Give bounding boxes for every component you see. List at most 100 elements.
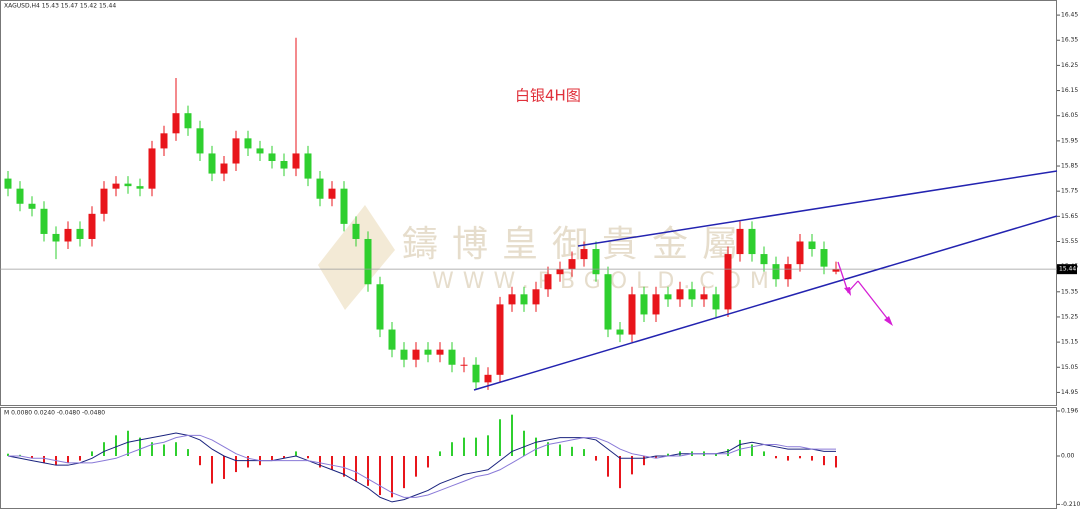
indicator-label: M 0.0080 0.0240 -0.0480 -0.0480 <box>4 410 105 417</box>
histogram-bar <box>739 439 741 456</box>
candle-body <box>436 349 444 355</box>
candle-body <box>52 233 60 242</box>
histogram-bar <box>43 455 45 463</box>
histogram-bar <box>235 455 237 473</box>
candle-body <box>388 329 396 350</box>
candle-body <box>688 289 696 300</box>
candle-body <box>100 188 108 214</box>
histogram-bar <box>751 444 753 456</box>
candle-body <box>412 349 420 360</box>
candle-body <box>460 364 468 366</box>
forecast-arrow <box>857 280 891 323</box>
histogram-bar <box>487 435 489 456</box>
candle-body <box>496 304 504 375</box>
histogram-bar <box>7 453 9 456</box>
candle-body <box>256 148 264 154</box>
histogram-bar <box>667 453 669 456</box>
candle-body <box>328 188 336 199</box>
histogram-bar <box>211 455 213 484</box>
candle-body <box>772 264 780 280</box>
candle-body <box>736 228 744 255</box>
histogram-bar <box>463 437 465 456</box>
y-tick-label: 15.55 <box>1061 238 1078 245</box>
candle-body <box>64 228 72 242</box>
y-tick-label: 16.05 <box>1061 112 1078 119</box>
histogram-bar <box>583 449 585 456</box>
candle-body <box>544 274 552 290</box>
histogram-bar <box>115 435 117 456</box>
y-tick-label: 15.05 <box>1061 364 1078 371</box>
histogram-bar <box>763 451 765 456</box>
y-tick-label: 16.25 <box>1061 62 1078 69</box>
candle-body <box>184 113 192 129</box>
histogram-bar <box>655 455 657 459</box>
candle-body <box>268 153 276 161</box>
histogram-bar <box>295 451 297 456</box>
arrow-head <box>844 287 851 296</box>
y2-tick-label: 0.00 <box>1061 452 1075 459</box>
histogram-bar <box>811 455 813 461</box>
candle-body <box>532 289 540 305</box>
histogram-bar <box>511 414 513 456</box>
histogram-bar <box>835 455 837 468</box>
histogram-bar <box>271 455 273 461</box>
histogram-bar <box>619 455 621 489</box>
candle-body <box>748 228 756 255</box>
candle-body <box>196 128 204 154</box>
last-price-box <box>1057 264 1077 275</box>
histogram-bar <box>523 430 525 456</box>
candle-body <box>700 294 708 300</box>
candle-body <box>208 153 216 174</box>
candle-body <box>484 374 492 383</box>
candle-body <box>580 249 588 260</box>
candle-body <box>292 153 300 169</box>
last-price-label: 15.44 <box>1059 266 1076 273</box>
candle-body <box>592 249 600 275</box>
candle-body <box>136 186 144 189</box>
histogram-bar <box>139 437 141 456</box>
candle-body <box>220 163 228 174</box>
chart-title: XAGUSD,H4 15.43 15.47 15.42 15.44 <box>4 3 116 10</box>
candle-body <box>28 203 36 209</box>
y-tick-label: 14.95 <box>1061 389 1078 396</box>
candle-body <box>568 259 576 270</box>
candle-body <box>616 329 624 335</box>
price-panel <box>0 0 1057 406</box>
candle-body <box>724 254 732 310</box>
y-tick-label: 16.45 <box>1061 12 1078 19</box>
candle-body <box>508 294 516 305</box>
candle-body <box>148 148 156 189</box>
candle-body <box>628 294 636 335</box>
histogram-bar <box>379 455 381 496</box>
candle-body <box>376 284 384 330</box>
candle-body <box>652 294 660 315</box>
histogram-bar <box>823 455 825 466</box>
candle-body <box>472 364 480 383</box>
histogram-bar <box>343 455 345 477</box>
candle-body <box>244 138 252 149</box>
watermark-url: WWW.PBGOLD.COM <box>432 269 778 294</box>
histogram-bar <box>103 442 105 456</box>
candle-body <box>4 178 12 189</box>
signal-line <box>8 434 836 498</box>
candle-body <box>820 249 828 267</box>
candle-body <box>316 178 324 199</box>
histogram-bar <box>475 437 477 456</box>
trend-line-upper <box>577 170 1058 247</box>
candle-body <box>712 294 720 310</box>
histogram-bar <box>307 455 309 459</box>
histogram-bar <box>595 455 597 461</box>
histogram-bar <box>607 455 609 477</box>
candle-body <box>172 113 180 134</box>
candle-body <box>796 241 804 265</box>
candle-body <box>124 183 132 187</box>
histogram-bar <box>403 455 405 489</box>
candle-body <box>40 208 48 234</box>
candle-body <box>640 294 648 315</box>
arrow-head <box>884 316 893 326</box>
histogram-bar <box>151 442 153 456</box>
candle-body <box>340 188 348 224</box>
candle-body <box>352 223 360 239</box>
y-tick-label: 15.95 <box>1061 137 1078 144</box>
y-tick-label: 16.35 <box>1061 37 1078 44</box>
